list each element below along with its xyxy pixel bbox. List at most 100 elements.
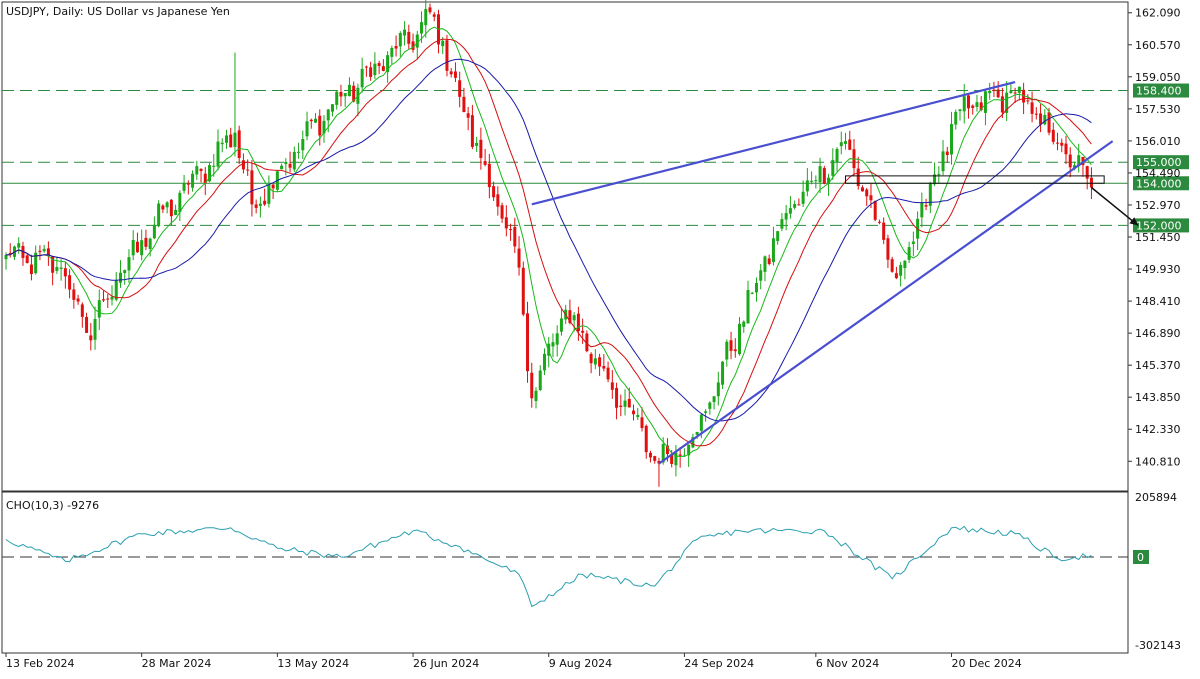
candle-body xyxy=(771,238,775,263)
candle-body xyxy=(271,184,275,189)
cho-indicator-line xyxy=(5,525,1092,608)
candle-body xyxy=(733,349,737,352)
candle-body xyxy=(865,189,869,197)
candle-body xyxy=(42,248,46,252)
candle-body xyxy=(788,208,792,214)
indicator-zero-label-bg xyxy=(1133,549,1149,564)
candle-body xyxy=(475,142,479,146)
candle-body xyxy=(530,372,534,399)
candle-body xyxy=(237,130,241,159)
candle-body xyxy=(822,168,826,184)
candle-body xyxy=(1017,86,1021,93)
level-label-bg xyxy=(1133,83,1189,98)
candle-body xyxy=(954,111,958,125)
candle-body xyxy=(644,425,648,453)
candle-body xyxy=(212,165,216,167)
candle-body xyxy=(814,180,818,182)
candle-body xyxy=(76,298,80,302)
candle-body xyxy=(839,142,843,147)
candle-body xyxy=(127,257,131,271)
candle-body xyxy=(216,141,220,167)
candle-body xyxy=(920,202,924,218)
candle-body xyxy=(1026,100,1030,102)
level-label: 158.400 xyxy=(1136,85,1182,98)
candle-body xyxy=(602,366,606,369)
candle-body xyxy=(411,41,415,50)
candle-body xyxy=(432,14,436,17)
candle-body xyxy=(992,89,996,91)
candle-body xyxy=(25,255,29,263)
candle-body xyxy=(810,180,814,182)
candle-body xyxy=(509,229,513,231)
candle-body xyxy=(670,454,674,464)
candle-body xyxy=(85,316,89,333)
candle-body xyxy=(729,340,733,351)
candle-body xyxy=(390,47,394,57)
candle-body xyxy=(288,163,292,168)
candle-body xyxy=(742,321,746,327)
level-label-bg xyxy=(1133,176,1189,191)
candle-body xyxy=(899,264,903,276)
candle-body xyxy=(347,84,351,97)
candle-body xyxy=(80,304,84,317)
candle-body xyxy=(161,205,165,210)
indicator-tick-label: 205894 xyxy=(1135,491,1177,504)
candle-body xyxy=(1005,92,1009,113)
candle-body xyxy=(632,410,636,415)
candle-body xyxy=(51,256,55,273)
indicator-title: CHO(10,3) -9276 xyxy=(6,499,99,512)
candle-body xyxy=(466,113,470,118)
candle-body xyxy=(343,93,347,97)
price-tick-label: 159.050 xyxy=(1135,71,1181,84)
direction-arrow-shaft xyxy=(1090,186,1139,227)
candle-body xyxy=(1056,142,1060,144)
moving-average-fast xyxy=(5,26,1092,458)
candle-body xyxy=(199,168,203,172)
candle-body xyxy=(1064,143,1068,155)
candle-body xyxy=(1060,142,1064,146)
candle-body xyxy=(233,132,237,147)
candle-body xyxy=(178,192,182,213)
candle-body xyxy=(34,252,38,274)
candle-body xyxy=(648,452,652,458)
candle-body xyxy=(453,71,457,78)
candle-body xyxy=(933,174,937,185)
candle-body xyxy=(263,200,267,205)
candle-body xyxy=(301,138,305,151)
date-tick-label: 13 May 2024 xyxy=(277,657,349,670)
candle-body xyxy=(386,55,390,73)
candle-body xyxy=(220,142,224,145)
candle-body xyxy=(526,313,530,372)
candle-body xyxy=(258,203,262,206)
candle-body xyxy=(971,105,975,108)
candle-body xyxy=(407,31,411,44)
candle-body xyxy=(763,256,767,272)
candle-body xyxy=(585,333,589,352)
candle-body xyxy=(373,63,377,76)
candle-body xyxy=(93,318,97,340)
level-label-bg xyxy=(1133,218,1189,233)
candle-body xyxy=(59,267,63,269)
candle-body xyxy=(593,358,597,365)
price-tick-label: 143.850 xyxy=(1135,391,1181,404)
candle-body xyxy=(68,275,72,290)
candle-body xyxy=(314,118,318,123)
candle-body xyxy=(157,203,161,227)
candle-body xyxy=(784,213,788,220)
candle-body xyxy=(576,313,580,332)
candle-body xyxy=(835,149,839,162)
candle-body xyxy=(441,40,445,47)
candle-body xyxy=(17,243,21,248)
candle-body xyxy=(538,370,542,391)
candle-body xyxy=(364,66,368,68)
price-tick-label: 142.330 xyxy=(1135,423,1181,436)
candle-body xyxy=(615,387,619,408)
price-tick-label: 157.530 xyxy=(1135,103,1181,116)
candle-body xyxy=(708,402,712,409)
candle-body xyxy=(924,205,928,207)
candle-body xyxy=(479,139,483,158)
candle-body xyxy=(793,203,797,208)
candle-body xyxy=(492,186,496,198)
moving-average-slow xyxy=(5,58,1092,422)
date-tick-label: 24 Sep 2024 xyxy=(684,657,754,670)
